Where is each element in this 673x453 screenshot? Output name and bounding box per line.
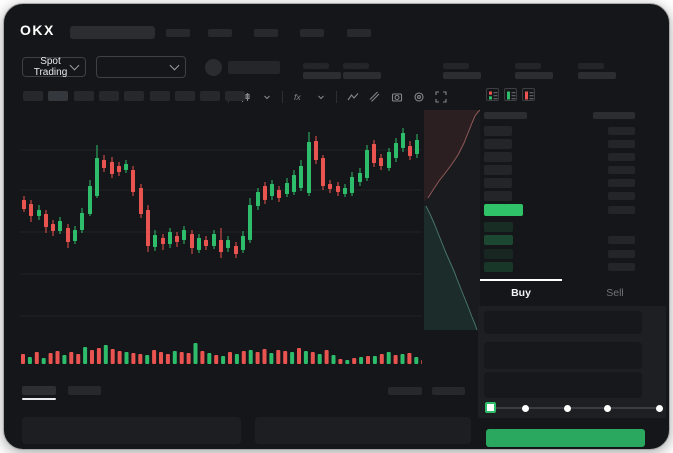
- bottom-active-tab-indicator: [22, 398, 56, 400]
- slider-stop-2[interactable]: [522, 405, 529, 412]
- chevron-down-icon: [169, 60, 180, 71]
- ask-row-3-amount: [608, 153, 635, 161]
- order-form: [478, 306, 666, 418]
- amount-slider-track[interactable]: [491, 407, 657, 409]
- depth-chart: [424, 110, 480, 330]
- stat-1-value: [303, 72, 341, 79]
- nav-item-2[interactable]: [208, 29, 232, 37]
- ask-row-6-price[interactable]: [484, 191, 512, 201]
- bottom-tab-order-history[interactable]: [68, 386, 101, 395]
- timeframe-button-5[interactable]: [124, 91, 145, 101]
- bid-row-3-price[interactable]: [484, 248, 513, 259]
- price-input[interactable]: [484, 311, 642, 334]
- stat-4-value: [515, 72, 553, 79]
- stat-4-label: [515, 63, 541, 69]
- bid-row-4-price[interactable]: [484, 262, 513, 273]
- orderbook-last-price[interactable]: [484, 204, 523, 216]
- orderbook-last-amount: [608, 206, 635, 214]
- bottom-right-tab-1[interactable]: [388, 387, 422, 395]
- search-bar[interactable]: [70, 26, 155, 39]
- bid-row-4-amount: [608, 263, 635, 272]
- bottom-right-tab-2[interactable]: [432, 387, 465, 395]
- nav-item-5[interactable]: [347, 29, 371, 37]
- ask-row-3-price[interactable]: [484, 152, 512, 162]
- toolbar-divider: [282, 90, 283, 103]
- chevron-down-icon: [69, 60, 80, 71]
- timeframe-button-3[interactable]: [73, 91, 94, 101]
- stat-3-value: [443, 72, 481, 79]
- fullscreen-icon[interactable]: [434, 90, 447, 103]
- slider-stop-3[interactable]: [564, 405, 571, 412]
- ask-row-4-price[interactable]: [484, 165, 512, 175]
- timeframe-button-2[interactable]: [48, 91, 69, 101]
- ask-row-4-amount: [608, 166, 635, 174]
- total-input[interactable]: [484, 372, 642, 398]
- amount-slider-handle[interactable]: [485, 402, 496, 413]
- timeframe-button-9[interactable]: [225, 91, 246, 101]
- bid-row-2-price[interactable]: [484, 235, 513, 246]
- chevron-down-icon[interactable]: [314, 90, 327, 103]
- chart-tools: fx: [228, 90, 447, 103]
- toolbar-divider: [336, 90, 337, 103]
- market-type-label: Spot Trading: [33, 56, 68, 78]
- market-type-dropdown[interactable]: Spot Trading: [22, 56, 86, 78]
- stat-2-label: [343, 63, 369, 69]
- orderbook-amount-header: [593, 112, 635, 119]
- slider-stop-5[interactable]: [656, 405, 663, 412]
- chevron-down-icon[interactable]: [260, 90, 273, 103]
- timeframe-button-6[interactable]: [149, 91, 170, 101]
- tab-sell[interactable]: Sell: [606, 286, 624, 299]
- bottom-tab-open-orders[interactable]: [22, 386, 56, 395]
- orderbook-asks-view-icon[interactable]: [522, 88, 535, 101]
- nav-item-1[interactable]: [166, 29, 190, 37]
- timeframe-button-7[interactable]: [174, 91, 195, 101]
- timeframe-button-4[interactable]: [98, 91, 119, 101]
- camera-icon[interactable]: [390, 90, 403, 103]
- orderbook-bids-view-icon[interactable]: [504, 88, 517, 101]
- ask-row-5-amount: [608, 179, 635, 187]
- orderbook-split-view-icon[interactable]: [486, 88, 499, 101]
- bid-row-2-amount: [608, 236, 635, 245]
- ask-row-2-amount: [608, 140, 635, 148]
- zigzag-line-icon[interactable]: [346, 90, 359, 103]
- volume-bars: [21, 343, 422, 364]
- bid-row-1-price[interactable]: [484, 222, 513, 232]
- buy-submit-button[interactable]: [486, 429, 645, 447]
- coin-icon: [205, 59, 222, 76]
- timeframe-button-8[interactable]: [200, 91, 221, 101]
- stat-1-label: [303, 63, 329, 69]
- tab-buy[interactable]: Buy: [511, 286, 531, 299]
- stat-5-value: [578, 72, 616, 79]
- ask-row-1-amount: [608, 127, 635, 135]
- order-side-tabs: Buy Sell: [478, 279, 666, 306]
- stat-5-label: [578, 63, 604, 69]
- bid-row-3-amount: [608, 249, 635, 258]
- stat-2-value: [343, 72, 381, 79]
- indicator-fx-icon[interactable]: fx: [292, 90, 305, 103]
- ask-row-2-price[interactable]: [484, 139, 512, 149]
- nav-item-4[interactable]: [300, 29, 324, 37]
- ask-row-5-price[interactable]: [484, 178, 512, 188]
- orderbook-price-header: [484, 112, 527, 119]
- pencil-icon[interactable]: [368, 90, 381, 103]
- candlestick-chart: [20, 128, 422, 317]
- svg-text:fx: fx: [294, 92, 301, 102]
- okx-logo: OKX: [20, 22, 55, 38]
- orders-table-placeholder: [22, 417, 241, 444]
- ask-row-1-price[interactable]: [484, 126, 512, 136]
- stat-3-label: [443, 63, 469, 69]
- slider-stop-4[interactable]: [604, 405, 611, 412]
- last-price-placeholder: [228, 61, 280, 74]
- amount-input[interactable]: [484, 342, 642, 369]
- nav-item-3[interactable]: [254, 29, 278, 37]
- history-table-placeholder: [255, 417, 471, 444]
- settings-gear-icon[interactable]: [412, 90, 425, 103]
- pair-dropdown[interactable]: [96, 56, 186, 78]
- ask-row-6-amount: [608, 192, 635, 200]
- active-tab-indicator: [480, 279, 562, 281]
- timeframe-button-1[interactable]: [23, 91, 43, 101]
- trading-app-window: OKX Spot Trading fx: [3, 3, 670, 450]
